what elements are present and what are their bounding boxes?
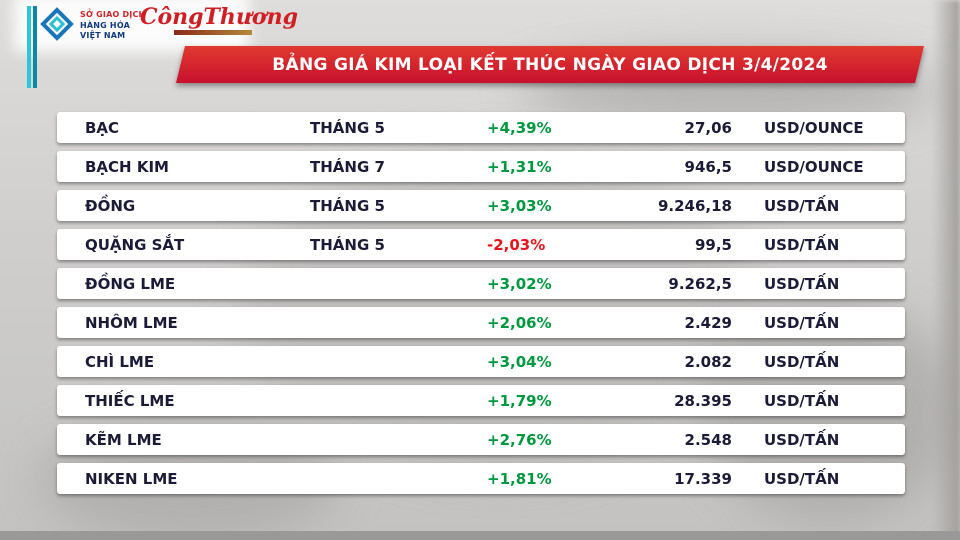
cell-change: +2,06% bbox=[487, 313, 552, 332]
cell-unit: USD/TẤN bbox=[764, 391, 840, 410]
cell-change: +1,81% bbox=[487, 469, 552, 488]
congthuong-logo-text: CôngThương bbox=[140, 4, 298, 30]
cell-price: 9.246,18 bbox=[657, 196, 732, 215]
table-row: THIẾC LME +1,79% 28.395 USD/TẤN bbox=[57, 385, 905, 416]
congthuong-logo-bar bbox=[174, 30, 252, 35]
cell-price: 99,5 bbox=[694, 235, 732, 254]
cell-unit: USD/TẤN bbox=[764, 235, 840, 254]
cell-name: ĐỒNG bbox=[85, 196, 136, 215]
page-title: BẢNG GIÁ KIM LOẠI KẾT THÚC NGÀY GIAO DỊC… bbox=[272, 54, 828, 75]
table-row: BẠCH KIM THÁNG 7 +1,31% 946,5 USD/OUNCE bbox=[57, 151, 905, 182]
title-banner-shape: BẢNG GIÁ KIM LOẠI KẾT THÚC NGÀY GIAO DỊC… bbox=[176, 46, 924, 83]
cell-price: 2.548 bbox=[684, 430, 732, 449]
cell-price: 27,06 bbox=[684, 118, 732, 137]
cell-name: BẠCH KIM bbox=[85, 157, 169, 176]
cell-change: +3,04% bbox=[487, 352, 552, 371]
accent-stripe-cyan bbox=[27, 6, 31, 88]
table-row: CHÌ LME +3,04% 2.082 USD/TẤN bbox=[57, 346, 905, 377]
cell-name: CHÌ LME bbox=[85, 352, 155, 371]
cell-unit: USD/TẤN bbox=[764, 352, 840, 371]
cell-price: 2.082 bbox=[684, 352, 732, 371]
cell-unit: USD/OUNCE bbox=[764, 118, 864, 137]
cell-month: THÁNG 5 bbox=[310, 196, 385, 215]
mxv-logo-line3: VIỆT NAM bbox=[80, 31, 126, 41]
cell-name: KẼM LME bbox=[85, 430, 162, 449]
cell-price: 946,5 bbox=[684, 157, 732, 176]
cell-change: +3,03% bbox=[487, 196, 552, 215]
cell-price: 28.395 bbox=[674, 391, 732, 410]
cell-unit: USD/TẤN bbox=[764, 196, 840, 215]
table-row: NIKEN LME +1,81% 17.339 USD/TẤN bbox=[57, 463, 905, 494]
mxv-diamond-icon bbox=[40, 7, 74, 45]
cell-unit: USD/TẤN bbox=[764, 469, 840, 488]
cell-unit: USD/TẤN bbox=[764, 313, 840, 332]
cell-change: +4,39% bbox=[487, 118, 552, 137]
cell-month: THÁNG 5 bbox=[310, 235, 385, 254]
cell-name: ĐỒNG LME bbox=[85, 274, 176, 293]
table-row: ĐỒNG THÁNG 5 +3,03% 9.246,18 USD/TẤN bbox=[57, 190, 905, 221]
table-row: QUẶNG SẮT THÁNG 5 -2,03% 99,5 USD/TẤN bbox=[57, 229, 905, 260]
cell-month: THÁNG 5 bbox=[310, 118, 385, 137]
accent-stripe-teal bbox=[33, 6, 37, 88]
cell-unit: USD/OUNCE bbox=[764, 157, 864, 176]
cell-name: QUẶNG SẮT bbox=[85, 235, 185, 254]
cell-unit: USD/TẤN bbox=[764, 430, 840, 449]
cell-unit: USD/TẤN bbox=[764, 274, 840, 293]
background-bottom-band bbox=[0, 531, 960, 540]
mxv-logo-text: SỞ GIAO DỊCH HÀNG HÓA VIỆT NAM bbox=[80, 10, 145, 41]
table-row: BẠC THÁNG 5 +4,39% 27,06 USD/OUNCE bbox=[57, 112, 905, 143]
cell-change: +1,79% bbox=[487, 391, 552, 410]
cell-price: 2.429 bbox=[684, 313, 732, 332]
cell-change: +2,76% bbox=[487, 430, 552, 449]
table-row: ĐỒNG LME +3,02% 9.262,5 USD/TẤN bbox=[57, 268, 905, 299]
left-accent-stripes bbox=[27, 6, 37, 88]
title-banner: BẢNG GIÁ KIM LOẠI KẾT THÚC NGÀY GIAO DỊC… bbox=[176, 46, 924, 83]
cell-change: +1,31% bbox=[487, 157, 552, 176]
congthuong-logo: CôngThương bbox=[140, 6, 298, 35]
mxv-logo-line2: HÀNG HÓA bbox=[80, 20, 131, 30]
mxv-logo-line1: SỞ GIAO DỊCH bbox=[80, 10, 146, 20]
cell-name: NIKEN LME bbox=[85, 469, 178, 488]
cell-price: 17.339 bbox=[674, 469, 732, 488]
table-row: KẼM LME +2,76% 2.548 USD/TẤN bbox=[57, 424, 905, 455]
table-row: NHÔM LME +2,06% 2.429 USD/TẤN bbox=[57, 307, 905, 338]
cell-name: NHÔM LME bbox=[85, 313, 178, 332]
cell-name: THIẾC LME bbox=[85, 391, 175, 410]
mxv-logo: SỞ GIAO DỊCH HÀNG HÓA VIỆT NAM bbox=[40, 7, 145, 45]
price-table: BẠC THÁNG 5 +4,39% 27,06 USD/OUNCE BẠCH KIM TH… bbox=[57, 112, 905, 502]
cell-change: +3,02% bbox=[487, 274, 552, 293]
cell-price: 9.262,5 bbox=[668, 274, 732, 293]
cell-month: THÁNG 7 bbox=[310, 157, 385, 176]
background-right-band bbox=[932, 0, 960, 540]
cell-name: BẠC bbox=[85, 118, 120, 137]
cell-change: -2,03% bbox=[487, 235, 546, 254]
